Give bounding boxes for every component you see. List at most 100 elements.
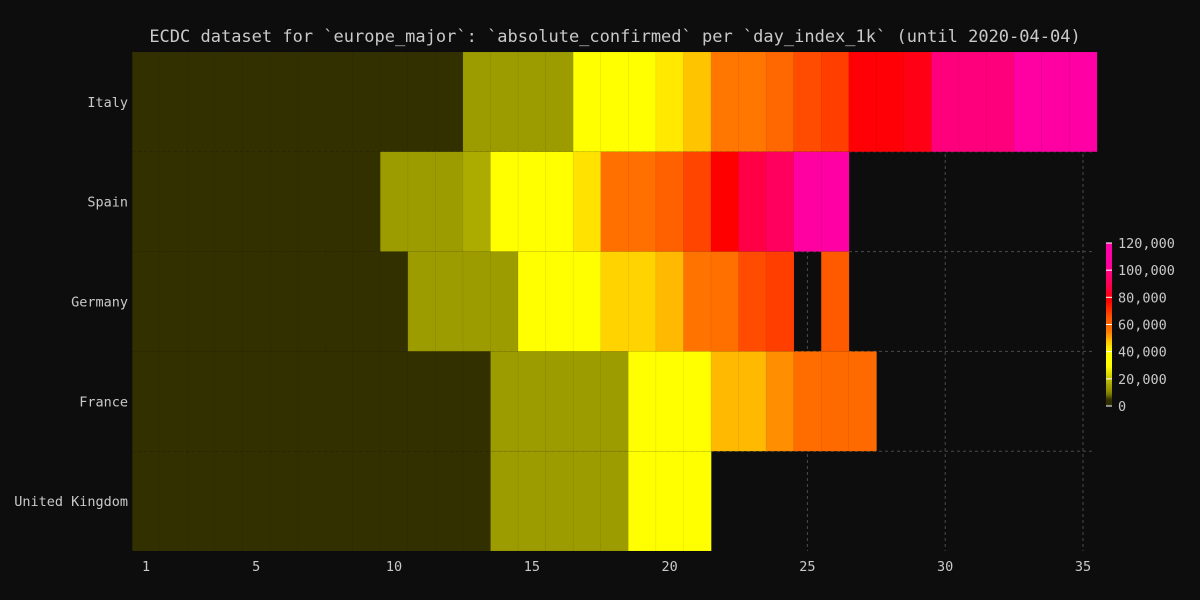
heatmap-cell — [297, 351, 326, 452]
colorbar-segment — [1106, 291, 1112, 295]
colorbar-segment — [1106, 355, 1112, 358]
colorbar-segment — [1106, 328, 1112, 332]
heatmap-cell — [765, 51, 795, 153]
colorbar-segment — [1106, 353, 1112, 356]
colorbar-segment — [1106, 361, 1112, 364]
heatmap-cell — [655, 351, 685, 452]
heatmap-cell — [131, 151, 161, 252]
heatmap-cell — [131, 351, 161, 452]
heatmap-cell — [765, 351, 795, 452]
colorbar-segment — [1106, 383, 1112, 387]
heatmap-cell — [242, 351, 271, 452]
heatmap-cell — [517, 251, 547, 352]
colorbar-segment — [1106, 285, 1112, 289]
heatmap-cell — [490, 151, 519, 252]
colorbar-tick-label: 0 — [1118, 399, 1126, 415]
colorbar-segment — [1106, 391, 1112, 395]
heatmap-cell — [462, 450, 492, 552]
heatmap-cell — [297, 450, 326, 552]
heatmap-cell — [655, 251, 685, 352]
heatmap-cell — [820, 251, 850, 352]
heatmap-cell — [159, 51, 189, 153]
heatmap-cell — [876, 51, 905, 153]
heatmap-cell — [214, 351, 244, 452]
heatmap-cell — [131, 251, 161, 352]
colorbar-segment — [1106, 289, 1112, 293]
heatmap-cell — [187, 351, 216, 452]
colorbar-segment — [1106, 371, 1112, 374]
colorbar-segment — [1106, 263, 1112, 266]
y-tick-label: Germany — [71, 295, 128, 311]
colorbar-segment — [1106, 265, 1112, 268]
heatmap-cell — [628, 51, 657, 153]
heatmap-cell — [545, 450, 574, 552]
colorbar-segment — [1106, 279, 1112, 283]
heatmap-cell — [572, 351, 602, 452]
heatmap-cell — [628, 251, 657, 352]
colorbar-tick-label: 100,000 — [1118, 263, 1175, 279]
heatmap-cell — [545, 51, 574, 153]
colorbar-segment — [1106, 369, 1112, 372]
colorbar-segment — [1106, 344, 1112, 348]
colorbar-segment — [1106, 330, 1112, 334]
colorbar-segment — [1106, 245, 1112, 248]
colorbar-segment — [1106, 318, 1112, 321]
heatmap-cell — [572, 151, 602, 252]
colorbar-segment — [1106, 375, 1112, 378]
heatmap-cell — [958, 51, 988, 153]
colorbar-tick-label: 120,000 — [1118, 236, 1175, 252]
x-tick-label: 15 — [524, 559, 540, 575]
colorbar-segment — [1106, 350, 1112, 354]
colorbar-segment — [1106, 273, 1112, 277]
heatmap-cell — [600, 151, 629, 252]
heatmap-cell — [435, 251, 464, 352]
colorbar-segment — [1106, 403, 1112, 407]
heatmap-cell — [297, 51, 326, 153]
colorbar-segment — [1106, 269, 1112, 273]
x-tick-label: 10 — [386, 559, 402, 575]
heatmap-cell — [903, 51, 933, 153]
heatmap-cell — [269, 51, 299, 153]
heatmap-cell — [738, 351, 767, 452]
colorbar-segment — [1106, 320, 1112, 323]
colorbar-segment — [1106, 340, 1112, 344]
heatmap-cell — [407, 351, 437, 452]
colorbar-segment — [1106, 373, 1112, 376]
heatmap-cell — [407, 251, 437, 352]
colorbar-segment — [1106, 346, 1112, 350]
heatmap-cell — [435, 450, 464, 552]
colorbar-segment — [1106, 395, 1112, 399]
heatmap-cell — [269, 351, 299, 452]
heatmap-cell — [517, 51, 547, 153]
colorbar-segment — [1106, 316, 1112, 319]
y-tick-label: Italy — [87, 95, 128, 111]
colorbar-segment — [1106, 379, 1112, 383]
colorbar: 0 20,000 40,000 60,000 80,000 100,000 120,000 — [1106, 236, 1175, 415]
y-tick-label: France — [79, 394, 128, 410]
colorbar-tick-label: 20,000 — [1118, 372, 1167, 388]
heatmap-cell — [628, 351, 657, 452]
colorbar-segment — [1106, 300, 1112, 303]
heatmap-cell — [490, 251, 519, 352]
heatmap-cell — [352, 151, 381, 252]
heatmap-cell — [214, 51, 244, 153]
heatmap-cell — [187, 51, 216, 153]
heatmap-cell — [159, 151, 189, 252]
heatmap-cell — [435, 51, 464, 153]
x-tick-label: 35 — [1075, 559, 1091, 575]
colorbar-tick-label: 40,000 — [1118, 345, 1167, 361]
heatmap-cell — [324, 450, 354, 552]
heatmap-cell — [545, 251, 574, 352]
heatmap-cell — [131, 450, 161, 552]
colorbar-segment — [1106, 399, 1112, 403]
colorbar-segment — [1106, 336, 1112, 340]
heatmap-cell — [655, 151, 685, 252]
heatmap-cell — [297, 251, 326, 352]
heatmap-cell — [159, 351, 189, 452]
heatmap-cell — [380, 51, 409, 153]
heatmap-cell — [655, 450, 685, 552]
colorbar-segment — [1106, 332, 1112, 336]
heatmap-cell — [352, 251, 381, 352]
y-tick-label: United Kingdom — [14, 494, 128, 510]
colorbar-tick-label: 60,000 — [1118, 318, 1167, 334]
